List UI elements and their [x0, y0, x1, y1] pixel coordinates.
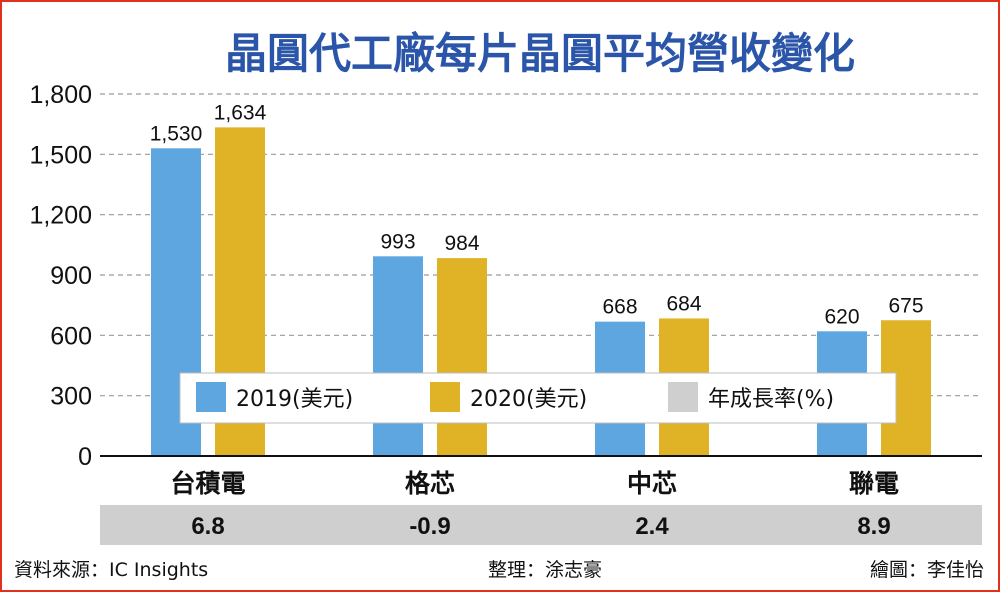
bar-2019: [373, 256, 423, 456]
bar-value-label: 993: [380, 230, 415, 253]
bar-value-label: 675: [888, 294, 923, 317]
y-tick-label: 300: [50, 383, 92, 411]
growth-rate-value: 8.9: [857, 513, 890, 540]
data-labels: 1,530 993 668 620 1,634 984 684 675: [150, 101, 924, 328]
bar-value-label: 1,634: [214, 101, 267, 124]
legend-box: [179, 372, 897, 424]
y-axis-ticks: 0 300 600 900 1,200 1,500 1,800: [29, 81, 92, 471]
growth-rate-value: 2.4: [635, 513, 669, 540]
x-axis-categories: 台積電 格芯 中芯 聯電: [170, 469, 899, 498]
growth-rate-value: 6.8: [191, 513, 224, 540]
category-label: 台積電: [170, 469, 245, 498]
chart-title: 晶圓代工廠每片晶圓平均營收變化: [225, 29, 855, 78]
legend: 2019(美元) 2020(美元) 年成長率(%): [179, 372, 897, 424]
category-label: 格芯: [405, 469, 455, 498]
artist-credit: 繪圖：李佳怡: [870, 559, 984, 581]
legend-swatch-growth: [668, 382, 698, 412]
y-tick-label: 1,500: [29, 141, 92, 169]
y-tick-label: 0: [78, 443, 92, 471]
category-label: 聯電: [849, 469, 899, 498]
bar-value-label: 668: [602, 296, 637, 319]
legend-label-growth: 年成長率(%): [708, 387, 834, 412]
legend-label-2019: 2019(美元): [236, 387, 353, 412]
bar-value-label: 684: [666, 292, 701, 315]
y-tick-label: 900: [50, 262, 92, 290]
bar-value-label: 620: [824, 305, 859, 328]
category-label: 中芯: [627, 469, 677, 498]
source-credit: 資料來源：IC Insights: [14, 559, 208, 581]
y-tick-label: 600: [50, 322, 92, 350]
editor-credit: 整理：涂志豪: [488, 559, 602, 581]
growth-rate-values: 6.8 -0.9 2.4 8.9: [191, 513, 890, 540]
bar-2020: [437, 258, 487, 456]
bar-value-label: 984: [444, 232, 479, 255]
y-tick-label: 1,200: [29, 202, 92, 230]
legend-label-2020: 2020(美元): [470, 387, 587, 412]
y-tick-label: 1,800: [29, 81, 92, 109]
bar-value-label: 1,530: [150, 122, 203, 145]
growth-rate-value: -0.9: [409, 513, 450, 540]
growth-rate-band: [100, 505, 982, 545]
legend-swatch-2019: [196, 382, 226, 412]
legend-swatch-2020: [430, 382, 460, 412]
